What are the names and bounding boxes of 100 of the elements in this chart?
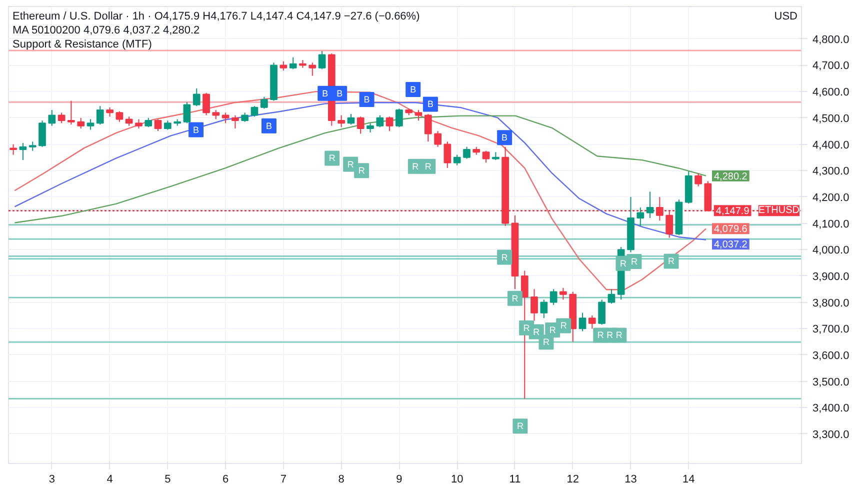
candlestick xyxy=(396,108,403,128)
data-label: R xyxy=(630,256,638,266)
candlestick xyxy=(338,114,346,128)
data-label: R xyxy=(560,320,568,331)
candlestick xyxy=(260,96,268,110)
x-tick-label: 6 xyxy=(222,474,229,485)
y-tick-label: 4,200.0 xyxy=(812,192,850,204)
data-label: R xyxy=(549,324,556,335)
candlestick xyxy=(414,110,422,122)
candlestick xyxy=(646,191,654,219)
x-tick-label: 5 xyxy=(164,474,171,485)
candlestick xyxy=(550,288,558,306)
candlestick xyxy=(530,288,538,322)
candlestick xyxy=(144,117,152,128)
candlestick xyxy=(376,114,384,128)
x-tick-label: 10 xyxy=(450,474,464,485)
y-tick-label: 3,400.0 xyxy=(812,402,850,415)
data-label: R xyxy=(542,337,550,348)
candlestick xyxy=(250,106,258,118)
candlestick xyxy=(280,60,288,72)
candlestick xyxy=(636,206,644,226)
y-tick-label: 4,400.0 xyxy=(812,139,850,152)
x-tick-label: 11 xyxy=(509,474,521,485)
text: MA 50100200 4,079.6 4,037.2 4,280.2 xyxy=(12,24,200,36)
data-label: B xyxy=(410,84,416,94)
candlestick xyxy=(183,102,191,124)
y-tick-label: 4,800.0 xyxy=(812,34,850,46)
annotation: 4,147.9 xyxy=(716,206,750,218)
line-series xyxy=(14,90,707,290)
candlestick xyxy=(578,312,586,332)
candlestick xyxy=(482,150,490,164)
chart-title: Ethereum / U.S. Dollar · 1h · O4,175.9 H4,176.7 L4,147.4 C4,147.9 −27.6 (−0.66%) xyxy=(12,10,420,22)
x-tick-label: 3 xyxy=(48,474,55,485)
y-tick-label: 4,600.0 xyxy=(812,86,850,99)
data-label: 4,079.6 xyxy=(714,224,748,236)
x-tick-label: 12 xyxy=(566,474,579,485)
candlestick xyxy=(212,110,220,120)
candlestick xyxy=(10,144,17,156)
candlestick xyxy=(116,110,124,122)
data-label: B xyxy=(502,132,508,143)
x-tick-label: 9 xyxy=(396,474,402,485)
candlestick xyxy=(598,299,606,326)
data-label: 4,037.2 xyxy=(714,239,748,250)
candlestick xyxy=(434,130,442,148)
candlestick xyxy=(241,112,249,122)
candlestick xyxy=(366,122,374,133)
candlestick xyxy=(164,120,172,130)
candlestick xyxy=(232,114,239,129)
candlestick xyxy=(38,120,46,148)
candlestick xyxy=(96,106,104,126)
candlestick xyxy=(347,113,355,126)
candlestick xyxy=(588,314,596,330)
y-tick-label: 3,600.0 xyxy=(812,350,850,362)
candlestick xyxy=(192,88,200,107)
candlestick xyxy=(386,116,394,132)
x-tick-label: 8 xyxy=(338,474,344,485)
data-label: R xyxy=(620,258,627,268)
candlestick xyxy=(463,146,470,160)
x-tick-label: 4 xyxy=(106,474,113,485)
data-label: R xyxy=(501,252,508,262)
candlestick xyxy=(77,117,85,129)
y-tick-label: 4,500.0 xyxy=(812,112,850,125)
data-label: R xyxy=(328,153,336,164)
candlestick xyxy=(28,141,36,152)
candlestick xyxy=(154,118,162,132)
y-tick-label: 3,800.0 xyxy=(812,297,850,310)
data-label: 4,280.2 xyxy=(714,171,748,182)
candlestick xyxy=(356,116,364,134)
data-label: R xyxy=(347,159,354,170)
candlestick xyxy=(424,113,432,142)
data-label: R xyxy=(523,322,530,333)
candlestick xyxy=(222,112,230,124)
data-label: R xyxy=(668,256,676,266)
data-label: R xyxy=(358,166,366,176)
x-tick-label: 7 xyxy=(280,474,287,485)
y-tick-label: 3,300.0 xyxy=(812,429,850,441)
data-label: B xyxy=(266,120,272,131)
candlestick xyxy=(540,299,548,319)
candlestick xyxy=(308,62,316,76)
candlestick xyxy=(560,287,567,300)
y-tick-label: 4,100.0 xyxy=(812,218,850,230)
x-tick-label: 14 xyxy=(682,474,695,485)
candlestick xyxy=(106,106,114,118)
y-tick-label: 4,300.0 xyxy=(812,166,850,178)
y-tick-label: 3,700.0 xyxy=(812,324,850,336)
data-label: B xyxy=(193,124,200,135)
candlestick xyxy=(86,118,94,130)
y-tick-label: 3,500.0 xyxy=(812,376,850,388)
y-tick-label: 4,700.0 xyxy=(812,60,850,72)
candlestick xyxy=(694,172,702,187)
candlestick xyxy=(202,92,210,116)
candlestick xyxy=(68,100,75,126)
data-label: R xyxy=(512,293,519,304)
data-label: R xyxy=(516,421,524,432)
candlestick xyxy=(289,56,297,70)
y-tick-label: 4,000.0 xyxy=(812,244,850,257)
ref-line-label: ETHUSD xyxy=(758,205,800,216)
candlestick xyxy=(48,110,56,126)
candlestick xyxy=(608,288,616,304)
x-tick-label: 13 xyxy=(624,474,637,485)
